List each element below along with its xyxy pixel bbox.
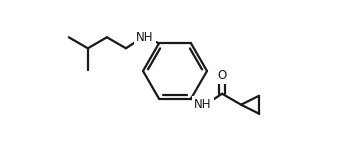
Text: NH: NH bbox=[136, 31, 154, 44]
Text: NH: NH bbox=[194, 98, 212, 111]
Text: O: O bbox=[218, 69, 227, 82]
